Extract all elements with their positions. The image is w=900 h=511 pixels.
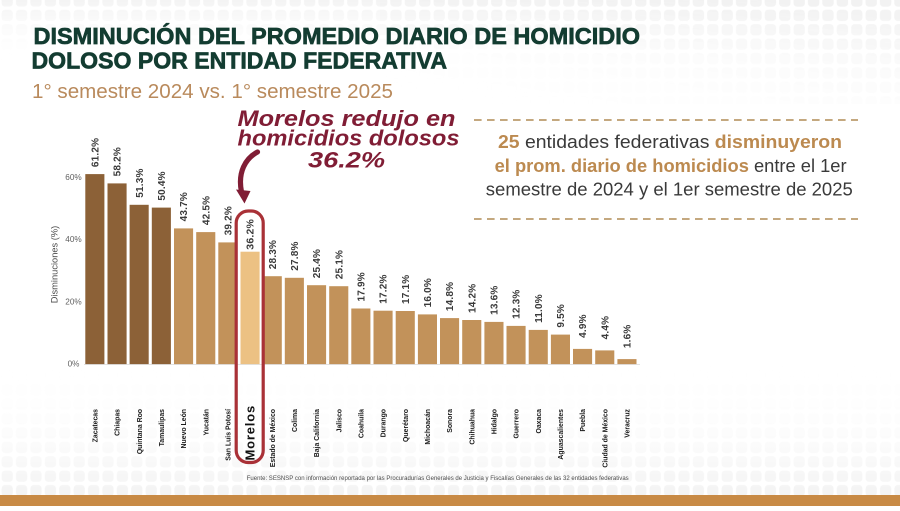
svg-text:Disminuciones (%): Disminuciones (%) <box>50 226 60 304</box>
svg-text:DISMINUCIÓN DEL PROMEDIO DIARI: DISMINUCIÓN DEL PROMEDIO DIARIO DE HOMIC… <box>34 22 641 49</box>
svg-text:40%: 40% <box>65 235 81 244</box>
svg-text:San Luis Potosí: San Luis Potosí <box>226 408 233 461</box>
svg-text:50.4%: 50.4% <box>157 171 168 200</box>
svg-text:61.2%: 61.2% <box>90 138 101 167</box>
svg-text:9.5%: 9.5% <box>556 304 567 328</box>
svg-text:17.2%: 17.2% <box>379 274 390 303</box>
svg-text:DOLOSO POR ENTIDAD FEDERATIVA: DOLOSO POR ENTIDAD FEDERATIVA <box>32 48 448 74</box>
svg-text:28.3%: 28.3% <box>268 240 279 269</box>
svg-text:Nuevo León: Nuevo León <box>181 409 188 448</box>
svg-text:36.2%: 36.2% <box>245 218 257 249</box>
svg-text:Querétaro: Querétaro <box>403 409 410 442</box>
svg-text:1.6%: 1.6% <box>623 325 634 349</box>
svg-text:14.8%: 14.8% <box>445 282 456 311</box>
svg-text:51.3%: 51.3% <box>135 168 146 197</box>
svg-text:Jalisco: Jalisco <box>336 409 343 432</box>
svg-text:20%: 20% <box>65 297 81 306</box>
svg-text:Michoacán: Michoacán <box>425 409 432 445</box>
svg-text:27.8%: 27.8% <box>290 241 301 270</box>
svg-text:Fuente: SESNSP con información: Fuente: SESNSP con información reportada… <box>247 475 629 482</box>
svg-text:43.7%: 43.7% <box>179 192 190 221</box>
svg-text:Colima: Colima <box>292 409 299 432</box>
svg-text:17.1%: 17.1% <box>401 275 412 304</box>
svg-text:Coahuila: Coahuila <box>359 409 366 438</box>
svg-text:4.4%: 4.4% <box>600 316 611 340</box>
svg-text:11.0%: 11.0% <box>534 294 545 323</box>
svg-text:Quintana Roo: Quintana Roo <box>137 409 144 454</box>
svg-text:36.2%: 36.2% <box>308 148 385 173</box>
svg-text:14.2%: 14.2% <box>467 284 478 313</box>
svg-text:Zacatecas: Zacatecas <box>92 409 99 442</box>
svg-text:42.5%: 42.5% <box>201 196 212 225</box>
svg-text:Chihuahua: Chihuahua <box>469 409 476 445</box>
svg-text:4.9%: 4.9% <box>578 314 589 338</box>
svg-text:1° semestre 2024 vs. 1° semest: 1° semestre 2024 vs. 1° semestre 2025 <box>32 80 393 103</box>
svg-text:16.0%: 16.0% <box>423 278 434 307</box>
svg-text:Sonora: Sonora <box>447 409 454 433</box>
svg-text:Veracruz: Veracruz <box>625 408 632 437</box>
svg-text:Aguascalientes: Aguascalientes <box>558 409 565 460</box>
svg-text:Yucatán: Yucatán <box>203 409 210 435</box>
svg-text:13.6%: 13.6% <box>490 286 501 315</box>
svg-text:Hidalgo: Hidalgo <box>492 409 499 434</box>
svg-text:Durango: Durango <box>381 409 388 437</box>
svg-text:25.1%: 25.1% <box>334 250 345 279</box>
svg-text:25 entidades federativas dismi: 25 entidades federativas disminuyeron <box>498 132 842 152</box>
svg-text:17.9%: 17.9% <box>357 272 368 301</box>
svg-text:Baja California: Baja California <box>314 409 321 457</box>
svg-text:58.2%: 58.2% <box>113 147 124 176</box>
svg-text:Puebla: Puebla <box>580 409 587 432</box>
svg-text:Tamaulipas: Tamaulipas <box>159 409 166 447</box>
svg-text:12.3%: 12.3% <box>512 290 523 319</box>
svg-text:0%: 0% <box>68 359 80 368</box>
svg-text:Guerrero: Guerrero <box>514 409 521 439</box>
svg-text:25.4%: 25.4% <box>312 249 323 278</box>
svg-text:Chiapas: Chiapas <box>115 409 122 436</box>
svg-text:Morelos redujo en: Morelos redujo en <box>238 106 456 131</box>
svg-text:Oaxaca: Oaxaca <box>536 409 543 434</box>
svg-text:semestre de 2024 y el 1er seme: semestre de 2024 y el 1er semestre de 20… <box>486 180 853 200</box>
svg-text:Morelos: Morelos <box>243 405 258 460</box>
svg-text:el prom. diario de homicidios: el prom. diario de homicidios entre el 1… <box>495 156 847 176</box>
svg-text:homicidios dolosos: homicidios dolosos <box>238 126 460 151</box>
svg-text:39.2%: 39.2% <box>224 206 235 235</box>
svg-text:Ciudad de México: Ciudad de México <box>602 409 609 468</box>
svg-text:60%: 60% <box>65 173 81 182</box>
svg-text:Estado de México: Estado de México <box>270 409 277 467</box>
